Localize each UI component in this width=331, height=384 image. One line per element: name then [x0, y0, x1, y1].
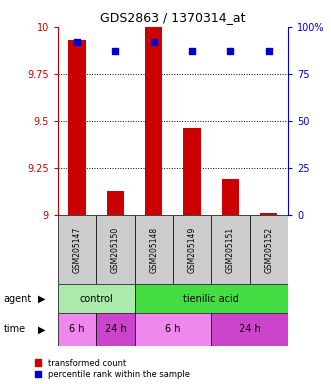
Point — [113, 48, 118, 55]
Title: GDS2863 / 1370314_at: GDS2863 / 1370314_at — [100, 11, 246, 24]
Bar — [107, 190, 124, 215]
Text: control: control — [79, 293, 113, 304]
Text: GSM205147: GSM205147 — [72, 227, 82, 273]
Bar — [135, 284, 288, 313]
Text: GSM205152: GSM205152 — [264, 227, 273, 273]
Bar — [69, 40, 86, 215]
Bar — [250, 215, 288, 284]
Bar — [173, 215, 211, 284]
Bar — [58, 284, 135, 313]
Text: ▶: ▶ — [38, 293, 45, 304]
Text: 6 h: 6 h — [165, 324, 181, 334]
Point — [189, 48, 195, 55]
Bar — [96, 215, 135, 284]
Text: GSM205151: GSM205151 — [226, 227, 235, 273]
Text: GSM205150: GSM205150 — [111, 227, 120, 273]
Bar — [135, 215, 173, 284]
Bar — [211, 313, 288, 346]
Point — [151, 39, 157, 45]
Bar — [96, 313, 135, 346]
Bar — [260, 213, 277, 215]
Text: 6 h: 6 h — [70, 324, 85, 334]
Legend: transformed count, percentile rank within the sample: transformed count, percentile rank withi… — [34, 358, 191, 380]
Text: time: time — [3, 324, 25, 334]
Bar — [183, 129, 201, 215]
Text: agent: agent — [3, 293, 31, 304]
Bar — [145, 27, 163, 215]
Point — [74, 39, 80, 45]
Bar — [58, 215, 96, 284]
Text: 24 h: 24 h — [105, 324, 126, 334]
Bar — [222, 179, 239, 215]
Point — [228, 48, 233, 55]
Text: 24 h: 24 h — [239, 324, 260, 334]
Text: ▶: ▶ — [38, 324, 45, 334]
Point — [266, 48, 271, 55]
Text: GSM205149: GSM205149 — [188, 227, 197, 273]
Bar — [58, 313, 96, 346]
Text: tienilic acid: tienilic acid — [183, 293, 239, 304]
Text: GSM205148: GSM205148 — [149, 227, 158, 273]
Bar — [135, 313, 211, 346]
Bar — [211, 215, 250, 284]
